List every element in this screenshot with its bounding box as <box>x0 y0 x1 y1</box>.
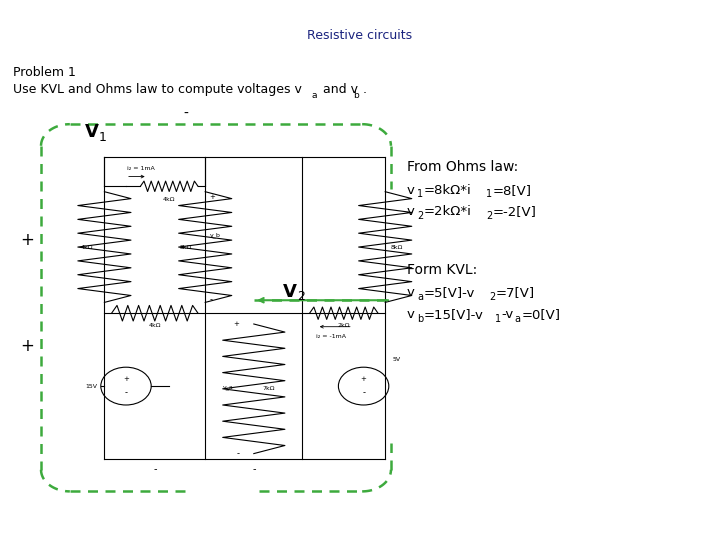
Text: 1: 1 <box>495 314 502 323</box>
Text: =2kΩ*i: =2kΩ*i <box>423 205 471 218</box>
Text: -: - <box>236 449 239 458</box>
Text: V: V <box>283 282 297 301</box>
Text: 5V: 5V <box>392 356 400 362</box>
Text: 1: 1 <box>417 190 423 199</box>
Text: b: b <box>354 91 359 100</box>
Text: +: + <box>20 336 35 355</box>
Text: -: - <box>362 388 365 397</box>
Text: =8[V]: =8[V] <box>492 184 531 197</box>
Text: 2: 2 <box>490 292 496 302</box>
Text: 2: 2 <box>297 291 305 303</box>
Text: v: v <box>407 184 415 197</box>
Text: =0[V]: =0[V] <box>521 308 560 321</box>
Text: =5[V]-v: =5[V]-v <box>423 286 474 299</box>
Text: +: + <box>210 194 215 200</box>
Text: From Ohms law:: From Ohms law: <box>407 160 518 174</box>
Text: 7kΩ: 7kΩ <box>262 386 275 391</box>
Text: v_a: v_a <box>223 386 233 390</box>
Text: Resistive circuits: Resistive circuits <box>307 29 413 42</box>
Text: 15V: 15V <box>85 383 97 389</box>
Text: =-2[V]: =-2[V] <box>492 205 536 218</box>
Text: +: + <box>361 376 366 382</box>
Text: a: a <box>417 292 423 302</box>
Text: a: a <box>312 91 318 100</box>
Text: b: b <box>417 314 423 323</box>
Text: Problem 1: Problem 1 <box>13 66 76 79</box>
Text: =7[V]: =7[V] <box>496 286 535 299</box>
Text: Use KVL and Ohms law to compute voltages v: Use KVL and Ohms law to compute voltages… <box>13 83 302 96</box>
Text: v: v <box>407 308 415 321</box>
Text: -v: -v <box>501 308 513 321</box>
Text: -: - <box>125 388 127 397</box>
Text: v: v <box>407 286 415 299</box>
Text: -: - <box>210 295 212 304</box>
Text: v: v <box>407 205 415 218</box>
Text: i₂ = 1mA: i₂ = 1mA <box>127 166 156 171</box>
Text: 8kΩ: 8kΩ <box>391 245 403 249</box>
Text: +: + <box>123 376 129 382</box>
Text: and v: and v <box>319 83 358 96</box>
Text: 4kΩ: 4kΩ <box>148 323 161 328</box>
Text: =15[V]-v: =15[V]-v <box>423 308 483 321</box>
Text: -: - <box>153 464 156 474</box>
Text: 8kΩ: 8kΩ <box>180 245 192 249</box>
Text: -: - <box>184 106 188 120</box>
Text: 2: 2 <box>417 211 423 221</box>
Text: 1: 1 <box>486 190 492 199</box>
Text: v_b: v_b <box>210 232 220 238</box>
Text: 4kΩ: 4kΩ <box>163 197 176 202</box>
Text: =8kΩ*i: =8kΩ*i <box>423 184 471 197</box>
Text: +: + <box>233 321 239 327</box>
Text: a: a <box>515 314 521 323</box>
Text: +: + <box>20 231 35 249</box>
Text: V: V <box>85 123 99 141</box>
Text: i₂ = -1mA: i₂ = -1mA <box>316 334 346 339</box>
Text: .: . <box>359 83 366 96</box>
Text: 2: 2 <box>486 211 492 221</box>
Text: 4kΩ: 4kΩ <box>81 245 94 249</box>
Text: 2kΩ: 2kΩ <box>338 323 350 328</box>
Text: -: - <box>252 464 256 474</box>
Text: Form KVL:: Form KVL: <box>407 263 477 277</box>
Text: 1: 1 <box>99 131 107 144</box>
